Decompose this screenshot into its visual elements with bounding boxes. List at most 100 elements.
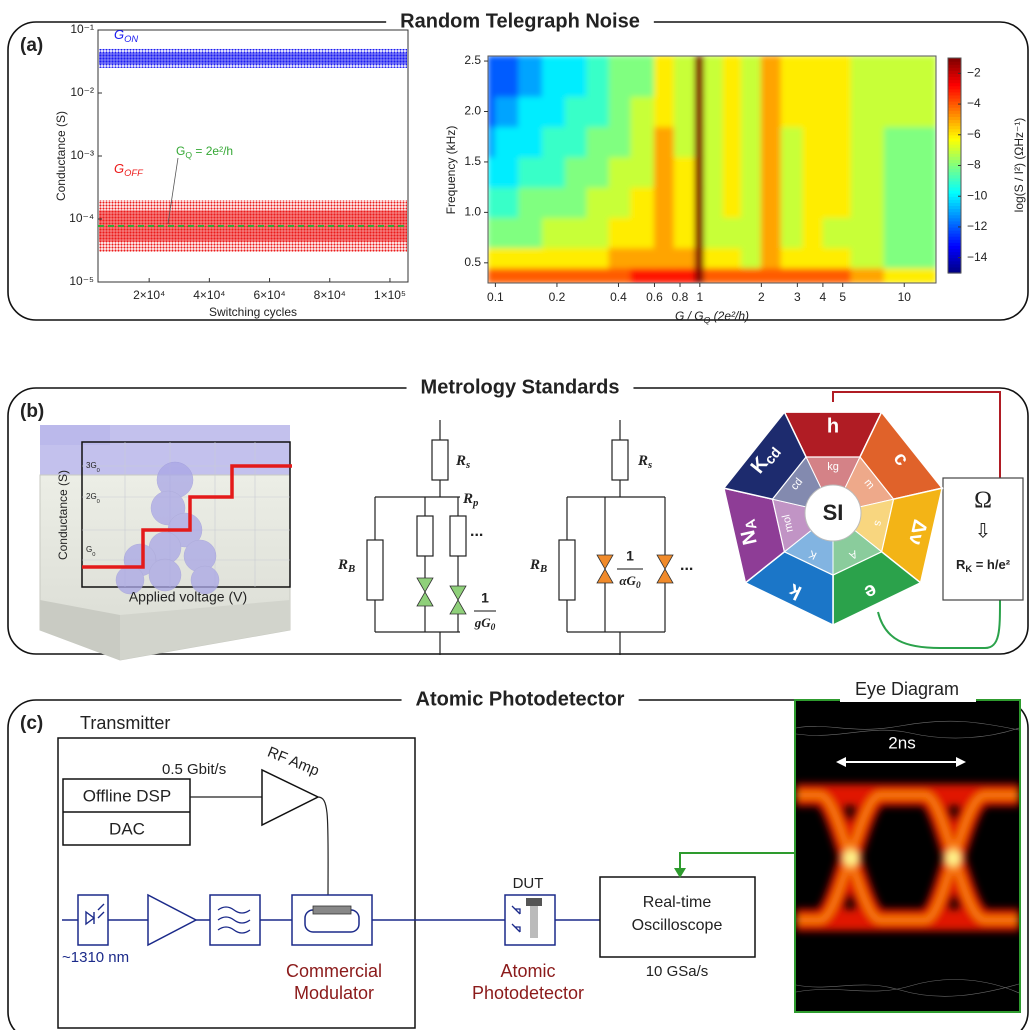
heatmap-cell (608, 186, 632, 218)
title-background (401, 686, 639, 714)
y-tick-label: 10⁻⁴ (69, 211, 94, 225)
label-part: gG (474, 615, 492, 630)
heatmap-cell (694, 216, 705, 249)
heatmap-cell (883, 247, 936, 269)
circuit (558, 420, 674, 655)
heatmap-cell (722, 56, 743, 97)
label-part: OFF (124, 168, 144, 178)
heatmap-cell (780, 267, 804, 283)
heatmap-cell (586, 186, 610, 218)
fraction-numerator: 1 (481, 590, 489, 606)
colorbar-step (948, 193, 961, 197)
label-part: G (114, 27, 124, 42)
label-part: R (455, 453, 466, 469)
colorbar-tick-label: −10 (967, 188, 988, 202)
level-label: 2G0 (86, 492, 100, 504)
resistor-label: RB (337, 557, 355, 575)
heatmap-cell (564, 216, 588, 249)
resistor-label: Rs (637, 453, 652, 471)
x-tick-label: 0.1 (487, 290, 504, 304)
colorbar-tick-label: −2 (967, 66, 981, 80)
heatmap-cell (673, 56, 696, 97)
heatmap-cell (850, 186, 885, 218)
colorbar-step (948, 196, 961, 200)
colorbar-step (948, 263, 961, 268)
heatmap-cell (542, 156, 566, 188)
colorbar-step (948, 94, 961, 99)
section-title: Atomic Photodetector (416, 688, 625, 710)
colorbar-step (948, 79, 961, 84)
heatmap-cell (850, 267, 885, 283)
label-part: B (539, 563, 547, 575)
heatmap-cell (586, 95, 610, 128)
colorbar-step (948, 257, 961, 262)
colorbar-step (948, 266, 961, 271)
heatmap-cell (760, 247, 782, 269)
reference-pointer (167, 157, 179, 225)
heatmap-cell (694, 156, 705, 188)
heatmap-cell (741, 156, 762, 188)
heatmap-cell (822, 216, 852, 249)
label-part: p (472, 497, 479, 509)
heatmap-cell (703, 216, 724, 249)
colorbar-step (948, 174, 961, 179)
heatmap-cell (722, 216, 743, 249)
colorbar-step (948, 245, 961, 250)
heatmap-cell (703, 186, 724, 218)
label-part: ON (124, 34, 138, 44)
section-title: Metrology Standards (421, 376, 620, 398)
heatmap-cell (780, 126, 804, 158)
heatmap-cell (608, 56, 632, 97)
circuit (366, 420, 496, 655)
heatmap-cell (802, 56, 824, 97)
heatmap-cell (542, 95, 566, 128)
colorbar-tick-label: −14 (967, 250, 988, 264)
constant-label: NA (735, 517, 764, 547)
colorbar-step (948, 150, 961, 154)
colorbar-step (948, 61, 961, 65)
colorbar-step (948, 205, 961, 210)
connector (877, 599, 1001, 649)
heatmap-cell (741, 95, 762, 128)
heatmap-cell (802, 267, 824, 283)
heatmap-cell (883, 156, 936, 188)
label-part: 0 (92, 552, 95, 558)
heatmap-cell (741, 247, 762, 269)
heatmap-cell (822, 95, 852, 128)
heatmap-cell (653, 267, 675, 283)
heatmap-cell (630, 95, 655, 128)
heatmap-cell (630, 186, 655, 218)
x-tick-label: 2×10⁴ (133, 288, 165, 302)
heatmap-cell (673, 267, 696, 283)
heatmap-cell (518, 267, 544, 283)
heatmap-cell (518, 156, 544, 188)
heatmap-cell (630, 216, 655, 249)
heatmap-cell (518, 56, 544, 97)
heatmap-cell (494, 267, 520, 283)
heatmap-cell (780, 156, 804, 188)
resistor-label: Rs (455, 453, 470, 471)
colorbar-step (948, 180, 961, 185)
panel-label: (c) (20, 713, 43, 734)
x-tick-label: 10 (898, 290, 912, 304)
heatmap-cell (722, 95, 743, 128)
x-tick-label: 0.6 (646, 290, 663, 304)
y-tick-label: 2.5 (464, 53, 481, 67)
colorbar-step (948, 144, 961, 148)
label-part: G (86, 545, 92, 554)
y-axis-label: Conductance (S) (54, 111, 68, 201)
heatmap-cell (703, 156, 724, 188)
heatmap-cell (673, 156, 696, 188)
heatmap-cell (564, 156, 588, 188)
colorbar-step (948, 134, 961, 139)
connector (832, 391, 1001, 478)
section-title: Random Telegraph Noise (400, 10, 640, 32)
fraction-denominator: gG0 (474, 615, 496, 633)
heatmap-cell (494, 126, 520, 158)
colorbar-step (948, 88, 961, 93)
heatmap-cell (488, 186, 496, 218)
heatmap-cell (518, 216, 544, 249)
y-tick-label: 1.5 (464, 154, 481, 168)
heatmap-cell (802, 126, 824, 158)
